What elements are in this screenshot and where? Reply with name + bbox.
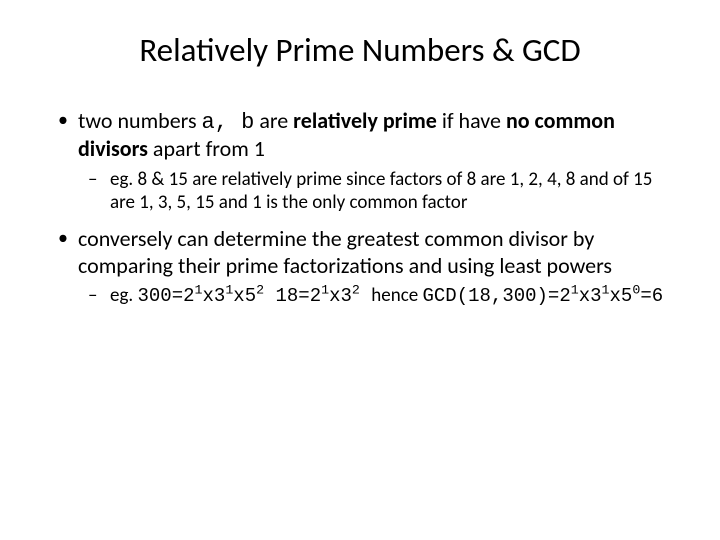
bullet-item: two numbers a, b are relatively prime if… [50, 108, 670, 214]
text-segment: x3 [329, 285, 352, 307]
text-segment: GCD(18,300)=2 [423, 285, 571, 307]
text-segment: relatively prime [293, 107, 437, 134]
text-segment: 1 [321, 283, 329, 298]
sub-bullet-item: eg. 8 & 15 are relatively prime since fa… [78, 169, 670, 215]
text-segment: 2 [256, 283, 264, 298]
text-segment: x3 [579, 285, 602, 307]
text-segment [360, 285, 371, 307]
text-segment: two numbers [78, 107, 202, 134]
bullet-list-level1: two numbers a, b are relatively prime if… [50, 108, 670, 308]
text-segment: 300=2 [138, 285, 195, 307]
bullet-item: conversely can determine the greatest co… [50, 226, 670, 308]
text-segment: x3 [203, 285, 226, 307]
text-segment: 1 [195, 283, 203, 298]
text-segment: 1 [602, 283, 610, 298]
text-segment: conversely can determine the greatest co… [78, 225, 612, 278]
text-segment: eg. [110, 284, 138, 307]
text-segment: apart from 1 [148, 135, 265, 162]
text-segment: x5 [233, 285, 256, 307]
text-segment: are [254, 107, 293, 134]
slide-title: Relatively Prime Numbers & GCD [50, 30, 670, 70]
text-segment: =6 [640, 285, 663, 307]
text-segment: eg. 8 & 15 are relatively prime since fa… [110, 168, 652, 214]
text-segment: x5 [610, 285, 633, 307]
text-segment: a, b [202, 110, 255, 135]
text-segment: hence [371, 284, 422, 307]
text-segment: 2 [352, 283, 360, 298]
text-segment: 18=2 [264, 285, 321, 307]
text-segment: if have [437, 107, 506, 134]
text-segment: 1 [571, 283, 579, 298]
bullet-list-level2: eg. 8 & 15 are relatively prime since fa… [78, 169, 670, 215]
sub-bullet-item: eg. 300=21x31x52 18=21x32 hence GCD(18,3… [78, 285, 670, 308]
bullet-list-level2: eg. 300=21x31x52 18=21x32 hence GCD(18,3… [78, 285, 670, 308]
